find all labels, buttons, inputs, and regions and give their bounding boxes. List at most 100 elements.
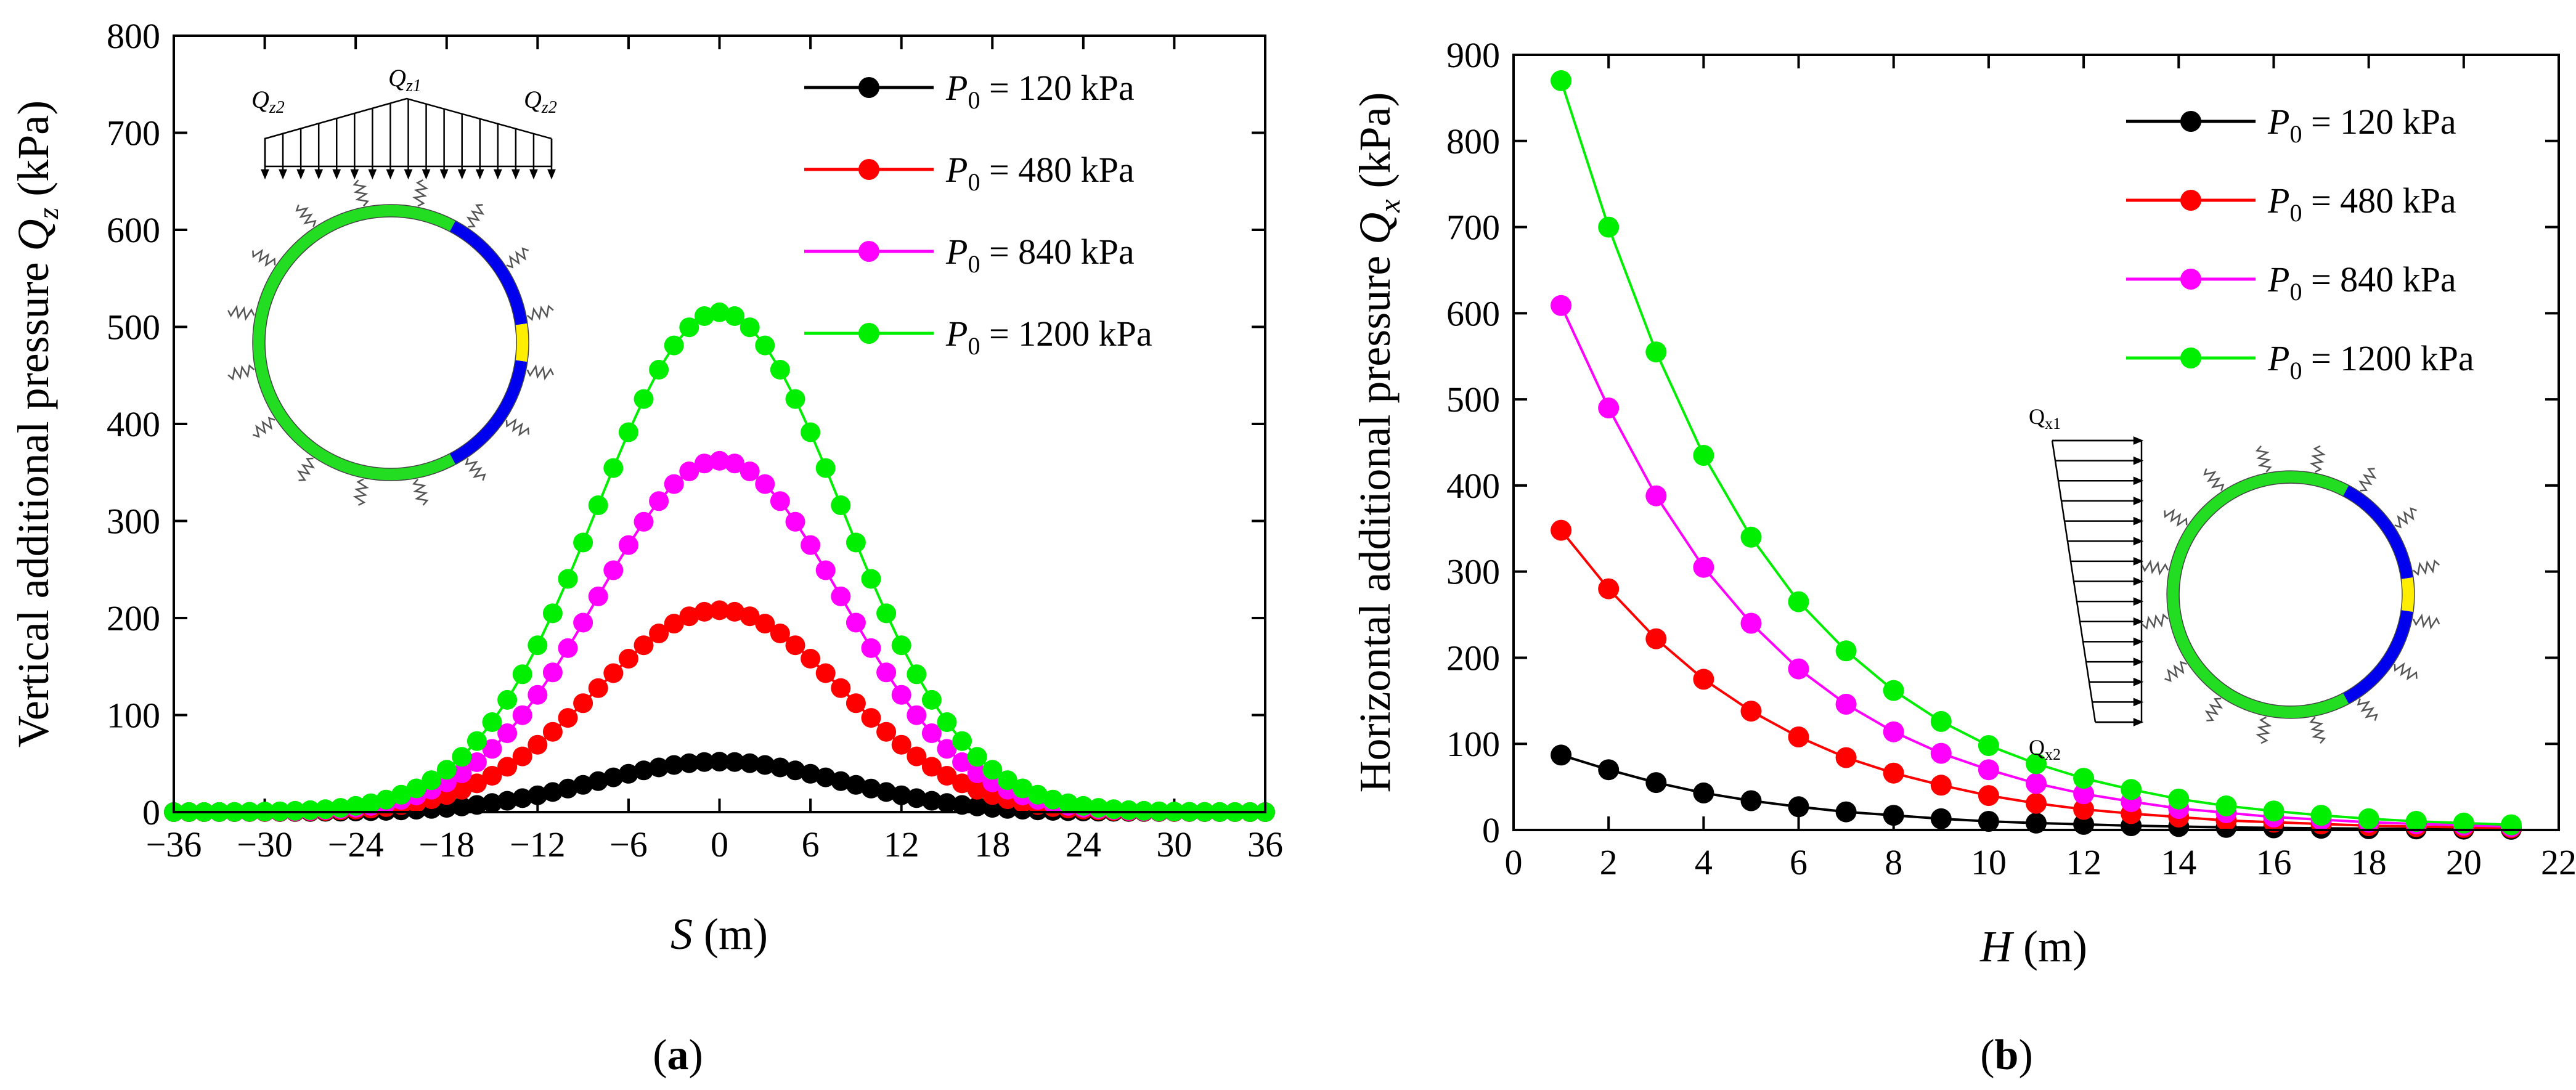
a-load-arrowhead [422, 169, 431, 180]
a-x-tick-label: 24 [1066, 824, 1101, 864]
b-y-tick-label: 100 [1446, 724, 1500, 764]
a-data-point [391, 784, 411, 805]
a-data-point [846, 775, 866, 795]
a-data-point [740, 753, 760, 773]
b-data-point [1835, 640, 1857, 662]
a-spring-icon [227, 364, 255, 381]
a-data-point [512, 705, 532, 725]
a-series-3 [164, 302, 1275, 822]
a-data-point [406, 778, 426, 799]
a-data-point [937, 739, 957, 759]
b-data-point [1788, 796, 1809, 818]
a-data-point [1134, 800, 1154, 821]
a-spring-icon [526, 304, 554, 321]
panel-a-inset-tunnel-ring [227, 179, 554, 506]
a-data-point [921, 757, 942, 777]
a-data-point [467, 773, 487, 794]
a-data-point [452, 763, 472, 783]
a-data-point [376, 789, 396, 810]
b-data-point [1788, 658, 1809, 680]
a-spring-icon [296, 457, 316, 481]
a-data-point [785, 760, 805, 781]
a-y-tick-label: 500 [107, 307, 160, 348]
a-y-tick-label: 300 [107, 502, 160, 542]
a-data-point [770, 360, 790, 380]
b-x-tick-label: 12 [2066, 842, 2101, 882]
a-data-point [815, 458, 836, 478]
a-data-point [861, 778, 881, 799]
a-ring-outline-inner [264, 216, 517, 469]
a-x-tick-label: 12 [884, 824, 919, 864]
b-y-tick-label: 500 [1446, 380, 1500, 420]
a-data-point [422, 770, 442, 791]
b-data-point [1835, 801, 1857, 823]
a-data-point [482, 793, 502, 813]
b-spring-icon [2309, 717, 2326, 744]
b-data-point [1788, 591, 1809, 612]
a-data-point [497, 757, 518, 777]
a-data-point [512, 746, 532, 767]
a-spring-icon [252, 417, 275, 438]
a-data-point [937, 712, 957, 732]
a-spring-icon [505, 418, 529, 437]
panel-a-x-axis-label: S (m) [670, 909, 768, 959]
b-spring-icon [2164, 661, 2187, 682]
a-data-point [831, 678, 851, 698]
b-load-arrowhead [2133, 436, 2144, 445]
a-data-point [801, 535, 821, 555]
a-load-arrowhead [512, 169, 520, 180]
a-legend-label: P0 = 840 kPa [945, 232, 1135, 278]
panel-a-plot-frame [173, 35, 1266, 813]
a-data-point [588, 495, 608, 515]
a-legend-item: P0 = 840 kPa [804, 232, 1135, 278]
b-data-point [1930, 742, 1952, 764]
b-x-tick-label: 8 [1885, 842, 1902, 882]
a-legend-label: P0 = 1200 kPa [945, 314, 1152, 360]
a-data-point [573, 532, 593, 553]
b-x-tick-label: 0 [1505, 842, 1523, 882]
a-data-point [542, 722, 563, 742]
b-load-arrowhead [2133, 698, 2144, 707]
a-data-point [694, 453, 714, 474]
a-y-tick-label: 100 [107, 696, 160, 736]
a-data-point [755, 614, 775, 634]
a-data-point [528, 734, 548, 755]
b-spring-icon [2358, 468, 2377, 492]
b-spring-icon [2164, 508, 2188, 527]
b-legend-label: P0 = 1200 kPa [2267, 338, 2474, 384]
b-legend-marker [2180, 348, 2201, 368]
a-data-point [815, 767, 836, 787]
b-legend-item: P0 = 120 kPa [2126, 102, 2456, 148]
a-series-line [174, 609, 1265, 813]
a-load-arrowhead [350, 169, 359, 180]
panel-a-x-tick-labels: −36 −30 −24 −18 −12 −6 0 6 12 18 24 30 36 [146, 824, 1283, 864]
panel-a-legend: P0 = 120 kPa P0 = 480 kPa P0 = 840 kPa P0 =… [804, 68, 1152, 360]
a-data-point [891, 785, 911, 805]
b-data-point [1598, 397, 1620, 419]
a-data-point [618, 649, 638, 669]
a-data-point [861, 708, 881, 728]
a-spring-icon [412, 179, 429, 207]
b-legend-item: P0 = 1200 kPa [2126, 338, 2474, 384]
a-data-point [709, 302, 730, 322]
b-data-point [1930, 710, 1952, 732]
panel-b-y-axis-label: Horizontal additional pressure Qx (kPa) [1350, 92, 1406, 793]
b-spring-icon [2394, 507, 2417, 529]
b-x-tick-label: 16 [2256, 842, 2291, 882]
a-data-point [755, 755, 775, 775]
a-data-point [740, 606, 760, 627]
a-spring-icon [465, 458, 486, 481]
panel-a-y-axis-label: Vertical additional pressure Qz (kPa) [9, 100, 65, 747]
b-x-tick-label: 4 [1695, 842, 1713, 882]
b-data-point [1645, 341, 1667, 363]
a-data-point [694, 306, 714, 326]
a-data-point [907, 705, 927, 725]
a-data-point [801, 763, 821, 784]
a-data-point [921, 791, 942, 811]
b-legend-item: P0 = 840 kPa [2126, 259, 2456, 306]
a-load-envelope [264, 97, 552, 140]
b-x-tick-label: 2 [1600, 842, 1618, 882]
a-data-point [482, 739, 502, 759]
a-data-point [558, 778, 578, 799]
